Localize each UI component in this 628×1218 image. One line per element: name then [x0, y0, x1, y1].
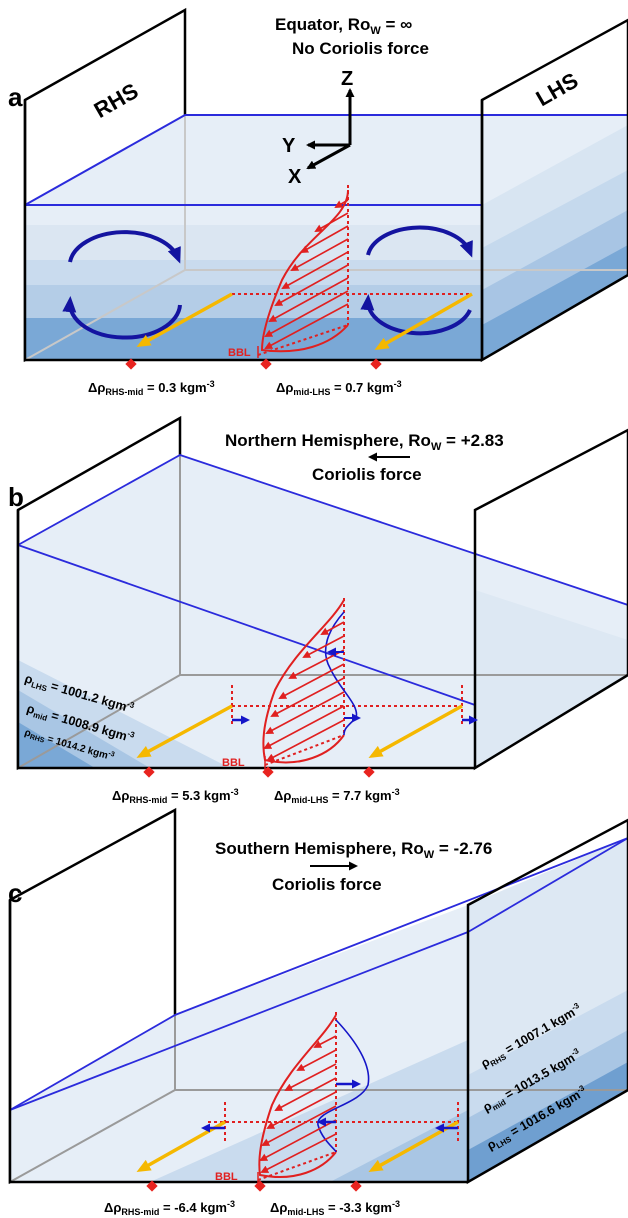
velocity-profile: [257, 185, 349, 358]
lhs-front-wall: [473, 428, 628, 771]
panel-title: Southern Hemisphere, RoW = -2.76: [215, 839, 492, 861]
flow-arrow: [136, 292, 233, 347]
panel-title: Northern Hemisphere, RoW = +2.83: [225, 431, 504, 453]
delta-rho-mid-lhs: Δρmid-LHS = 0.7 kgm-3: [276, 379, 402, 397]
panel-letter: a: [8, 82, 23, 112]
axis-z-label: Z: [341, 68, 353, 90]
coriolis-label: Coriolis force: [312, 465, 422, 484]
flow-arrow: [136, 1120, 226, 1172]
panel-subtitle: No Coriolis force: [292, 39, 429, 58]
circulation-arrow: [366, 225, 473, 258]
bbl-label: BBL: [222, 757, 245, 769]
flow-arrow: [136, 704, 233, 758]
delta-rho-mid-lhs: Δρmid-LHS = 7.7 kgm-3: [274, 787, 400, 805]
layer-mid: [150, 1040, 468, 1182]
water-surface-line: [9, 837, 628, 1111]
panel-letter: b: [8, 482, 24, 512]
density-marker: [143, 766, 155, 778]
panel-c: BBL ρRHS = 1007.1 kgm-3 ρmid = 1013.5 kg…: [8, 807, 628, 1217]
density-marker: [254, 1180, 266, 1192]
bbl-label: BBL: [215, 1171, 238, 1183]
circulation-arrow: [62, 296, 182, 340]
flow-arrow: [374, 292, 473, 350]
axis-y-label: Y: [282, 135, 296, 157]
circulation-arrow: [68, 230, 181, 264]
density-marker: [363, 766, 375, 778]
lhs-front-wall: [466, 818, 628, 1185]
water-body: [18, 455, 628, 768]
panel-a: BBL Z Y X a Equator, RoW = ∞ No Coriolis…: [8, 7, 628, 397]
delta-rho-rhs-mid: ΔρRHS-mid = 5.3 kgm-3: [112, 787, 239, 805]
delta-rho-mid-lhs: Δρmid-LHS = -3.3 kgm-3: [270, 1199, 400, 1217]
density-marker: [146, 1180, 158, 1192]
coriolis-label: Coriolis force: [272, 875, 382, 894]
velocity-profile: [257, 1012, 370, 1184]
layer-4: [25, 318, 482, 360]
bbl-label: BBL: [228, 347, 251, 359]
density-marker: [262, 766, 274, 778]
layer-deep: [330, 1110, 468, 1182]
density-marker: [370, 358, 382, 370]
panel-title: Equator, RoW = ∞: [275, 15, 412, 37]
velocity-profile: [262, 598, 361, 770]
delta-rho-rhs-mid: ΔρRHS-mid = 0.3 kgm-3: [88, 379, 215, 397]
panel-b: BBL ρLHS = 1001.2 kgm-3 ρmid = 1008.9 kg…: [8, 415, 628, 805]
water-surface-line: [24, 114, 628, 206]
flow-arrow: [368, 704, 463, 758]
circulation-arrow: [360, 294, 472, 336]
side-face: [475, 590, 628, 768]
lhs-label: LHS: [532, 68, 583, 112]
water-surface-line: [17, 454, 628, 606]
axes-glyph: Z Y X: [282, 68, 355, 188]
density-marker: [350, 1180, 362, 1192]
delta-rho-rhs-mid: ΔρRHS-mid = -6.4 kgm-3: [104, 1199, 235, 1217]
density-marker: [260, 358, 272, 370]
panel-letter: c: [8, 878, 22, 908]
axis-x-label: X: [288, 166, 302, 188]
